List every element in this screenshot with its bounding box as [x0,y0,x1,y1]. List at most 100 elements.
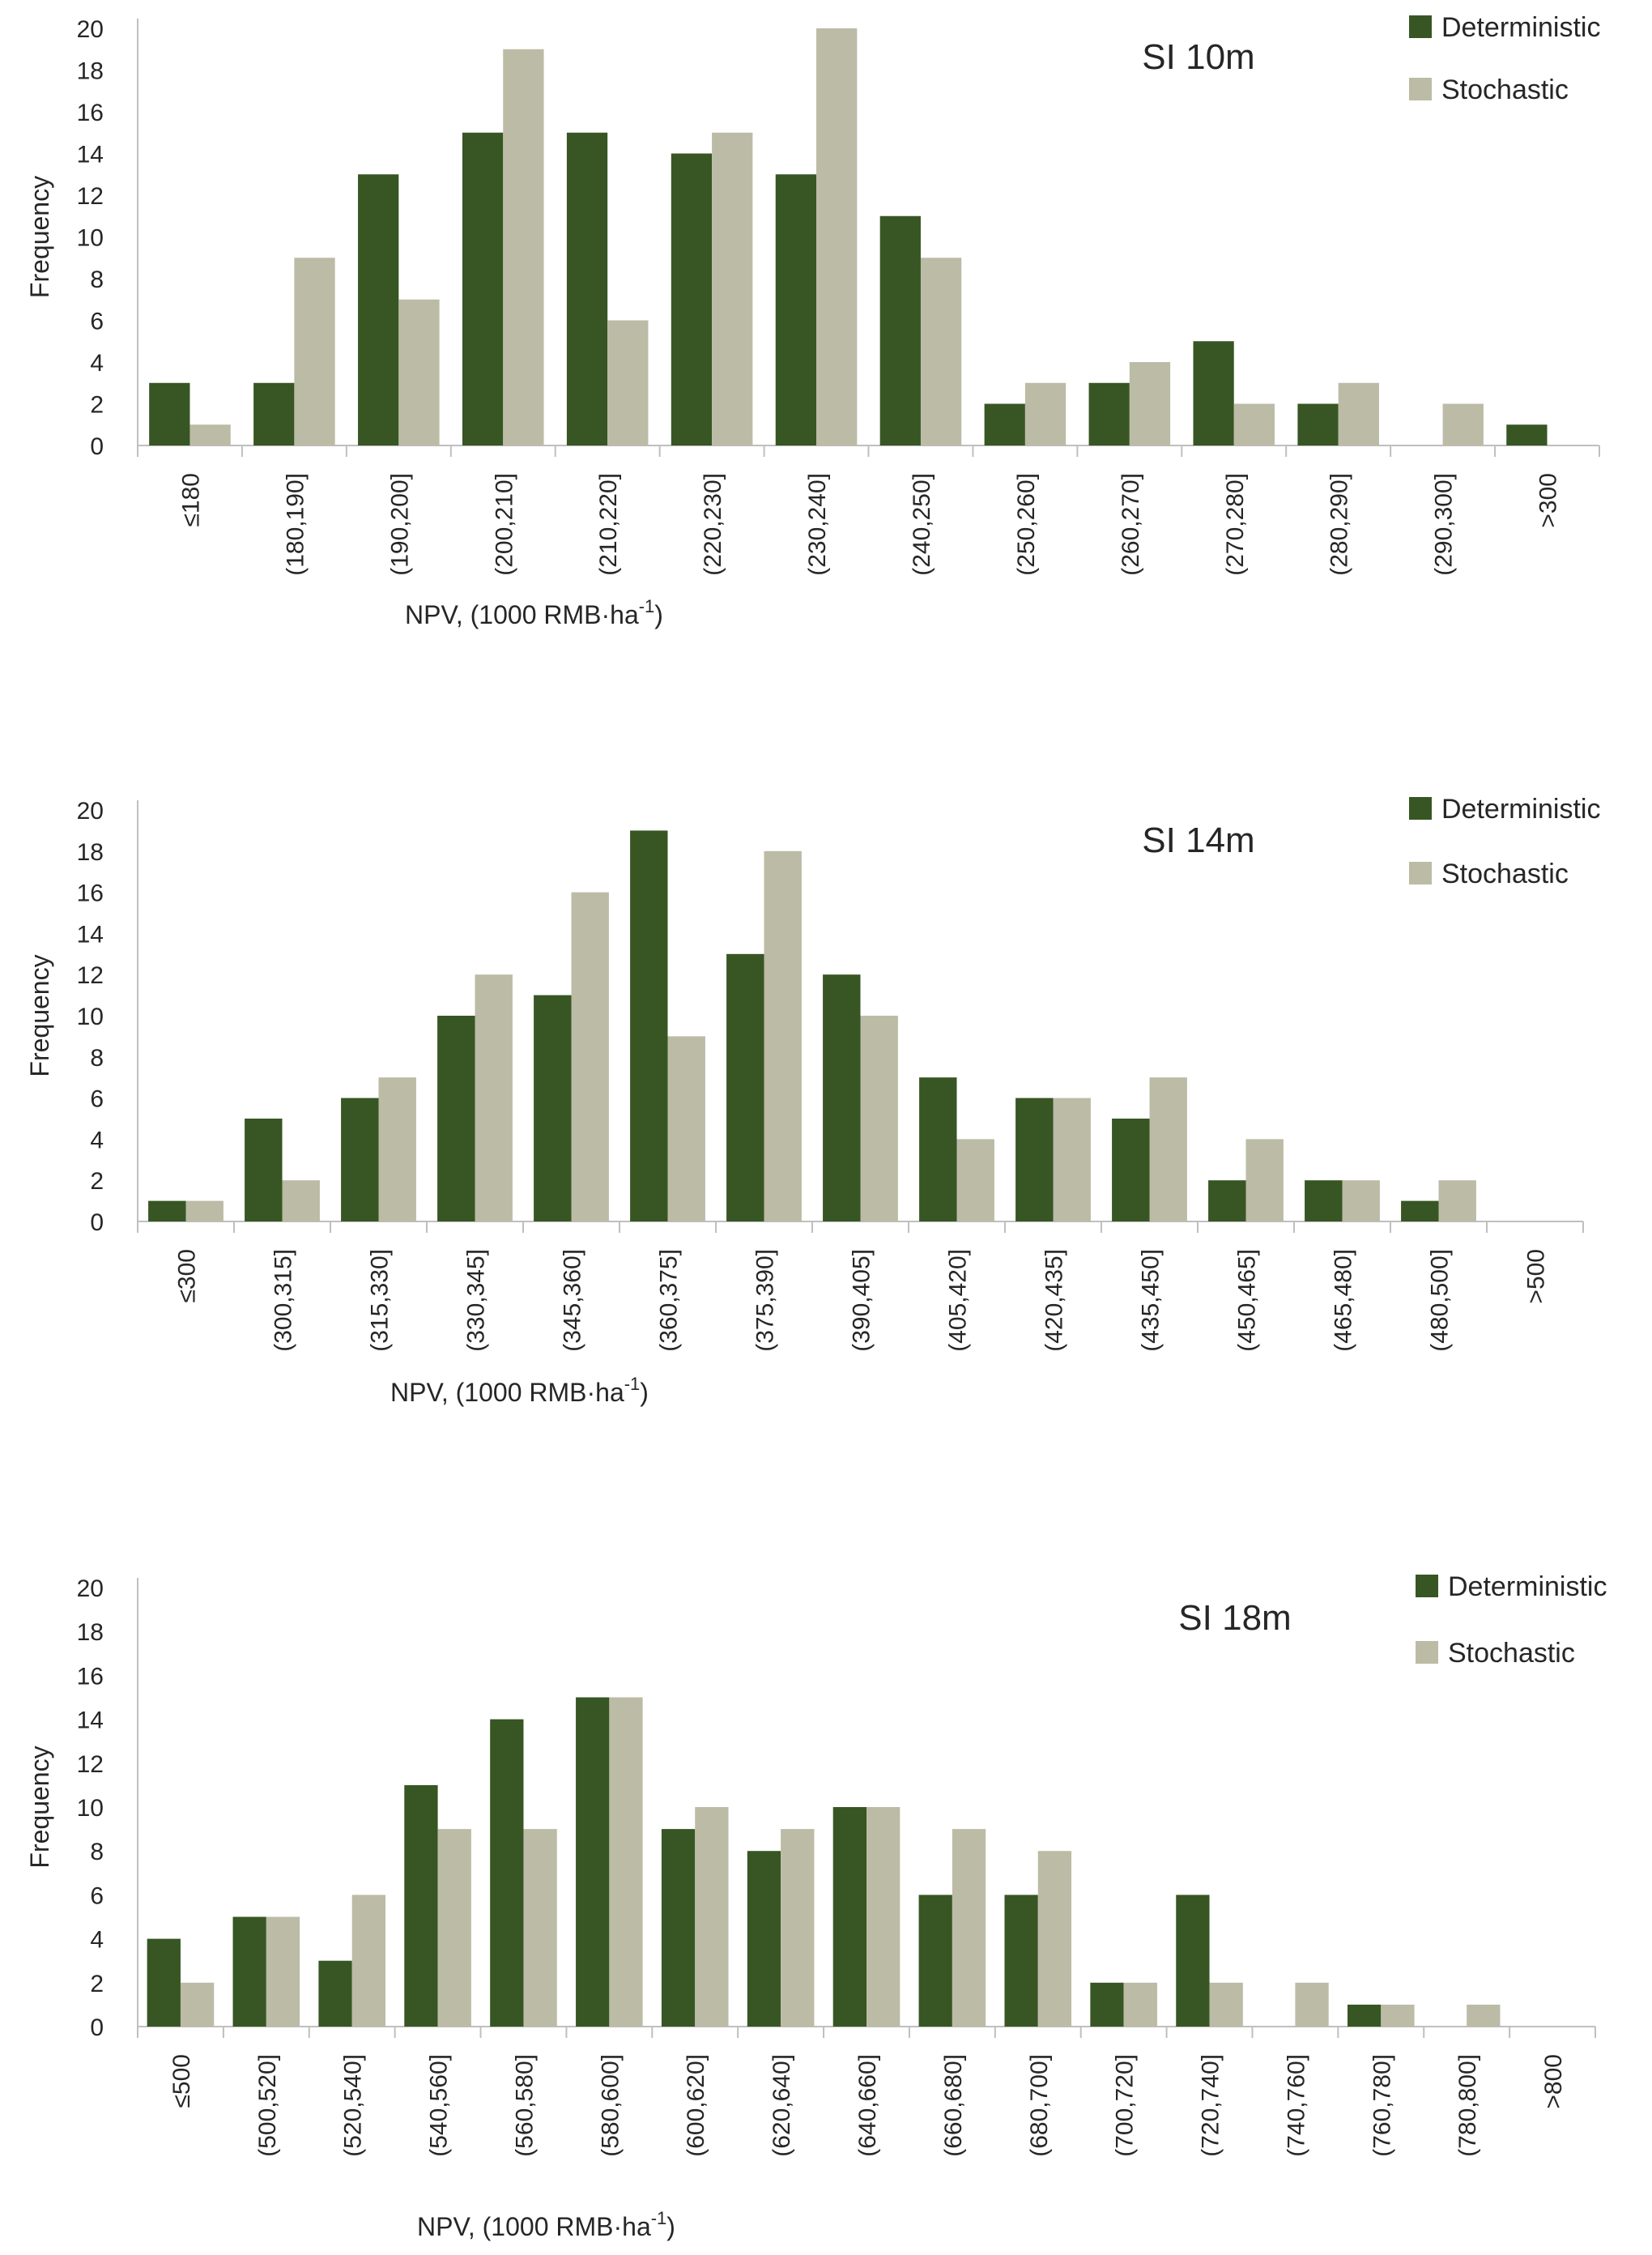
x-tick-label: (560,580] [511,2054,538,2157]
x-tick-label: (270,280] [1222,473,1249,576]
bar-deterministic-240-250 [879,215,921,445]
bar-deterministic-300 [1506,424,1548,445]
x-tick-label: (520,540] [340,2054,367,2157]
y-tick-label: 6 [90,1882,104,1909]
chart-panel-si-10m: 0 2 4 6 8 10 12 14 16 18 20 ≤180 (180,190] (190,200] (… [0,0,1652,648]
bar-deterministic-180-190 [253,382,295,445]
x-tick-label: (220,230] [700,473,726,576]
bar-deterministic-300-315 [245,1119,283,1221]
x-tick-label: (640,660] [854,2054,881,2157]
bar-deterministic-760-780 [1348,2004,1382,2027]
bar-deterministic-600-620 [661,1829,696,2027]
bar-deterministic-520-540 [318,1960,352,2027]
bar-deterministic-405-420 [919,1077,957,1221]
x-tick-label: (780,800] [1454,2054,1481,2157]
y-tick-label: 20 [77,1575,104,1602]
bar-stochastic-620-640 [781,1829,815,2027]
bar-deterministic-330-345 [437,1016,475,1221]
bar-deterministic-580-600 [576,1697,610,2027]
y-axis-title: Frequency [25,1746,54,1868]
y-tick-label: 10 [77,1795,104,1822]
chart-si-10m: 0 2 4 6 8 10 12 14 16 18 20 ≤180 (180,190] (190,200] (… [25,12,1600,629]
bar-deterministic-375-390 [726,953,764,1221]
x-tick-label: (390,405] [849,1249,875,1352]
y-tick-label: 14 [77,1707,104,1734]
legend-label-deterministic: Deterministic [1441,794,1600,825]
legend-swatch-deterministic [1409,15,1432,38]
x-tick-label: (300,315] [270,1249,297,1352]
y-tick-label: 14 [77,921,104,948]
bar-stochastic-500 [180,1982,215,2027]
x-tick-label: (600,620] [683,2054,709,2157]
y-tick-label: 0 [90,433,104,460]
bar-deterministic-560-580 [490,1719,524,2027]
bar-stochastic-360-375 [667,1036,705,1221]
y-tick-label: 16 [77,1663,104,1690]
bar-deterministic-300 [148,1200,186,1221]
y-axis-title: Frequency [25,176,54,298]
chart-si-14m: 0 2 4 6 8 10 12 14 16 18 20 ≤300 (300,315] (315,330] (… [25,794,1600,1407]
legend-swatch-deterministic [1409,797,1432,820]
bar-stochastic-640-660 [866,1807,901,2027]
y-tick-label: 20 [77,798,104,825]
bar-stochastic-660-680 [952,1829,986,2027]
legend-swatch-stochastic [1409,862,1432,885]
bar-deterministic-200-210 [462,132,504,445]
x-tick-label: (375,390] [752,1249,779,1352]
bar-deterministic-390-405 [823,974,861,1221]
x-tick-label: ≤500 [168,2054,195,2108]
bar-deterministic-700-720 [1090,1982,1124,2027]
y-tick-label: 16 [77,100,104,126]
bar-stochastic-180-190 [294,258,335,445]
chart-title: SI 18m [1178,1598,1291,1638]
bar-stochastic-540-560 [437,1829,471,2027]
bar-deterministic-620-640 [747,1851,781,2027]
x-tick-label: (405,420] [945,1249,972,1352]
bar-deterministic-435-450 [1112,1119,1150,1221]
y-tick-label: 12 [77,183,104,210]
x-tick-label: (345,360] [560,1249,586,1352]
chart-title: SI 10m [1142,37,1254,77]
x-tick-label: (760,780] [1369,2054,1395,2157]
bar-deterministic-450-465 [1208,1180,1246,1221]
y-tick-label: 10 [77,1004,104,1030]
y-tick-label: 14 [77,142,104,168]
x-tick-label: (290,300] [1431,473,1458,576]
x-tick-label: (200,210] [491,473,517,576]
bar-stochastic-330-345 [475,974,513,1221]
bar-deterministic-680-700 [1004,1895,1038,2027]
y-tick-label: 0 [90,1209,104,1236]
x-axis-title: NPV, (1000 RMB·ha-1) [417,2208,675,2241]
bar-stochastic-390-405 [860,1016,898,1221]
y-tick-label: 18 [77,1619,104,1646]
x-tick-label: (540,560] [426,2054,453,2157]
x-tick-label: >800 [1540,2054,1567,2109]
y-tick-label: 12 [77,1751,104,1778]
bar-stochastic-240-250 [920,258,962,445]
legend-label-stochastic: Stochastic [1441,75,1569,105]
bar-deterministic-500-520 [232,1916,266,2027]
x-tick-label: (435,450] [1138,1249,1164,1352]
bar-deterministic-480-500 [1401,1200,1439,1221]
bar-deterministic-230-240 [775,174,817,445]
bar-stochastic-580-600 [609,1697,643,2027]
bar-stochastic-700-720 [1123,1982,1157,2027]
y-tick-label: 2 [90,1971,104,1997]
x-tick-label: (660,680] [940,2054,967,2157]
chart-title: SI 14m [1142,821,1254,860]
bar-stochastic-450-465 [1245,1139,1284,1221]
x-tick-label: (450,465] [1234,1249,1261,1352]
x-tick-label: (210,220] [595,473,622,576]
x-tick-label: (465,480] [1331,1249,1357,1352]
bar-deterministic-220-230 [671,153,713,445]
x-tick-label: >500 [1523,1249,1550,1304]
bar-stochastic-780-800 [1467,2004,1501,2027]
x-tick-label: (315,330] [367,1249,394,1352]
y-axis-title: Frequency [25,954,54,1076]
bar-stochastic-740-760 [1295,1982,1329,2027]
y-tick-label: 6 [90,1086,104,1113]
x-axis-title: NPV, (1000 RMB·ha-1) [405,596,663,629]
bar-deterministic-360-375 [630,830,668,1221]
x-tick-label: (620,640] [769,2054,795,2157]
bar-stochastic-375-390 [764,850,802,1221]
